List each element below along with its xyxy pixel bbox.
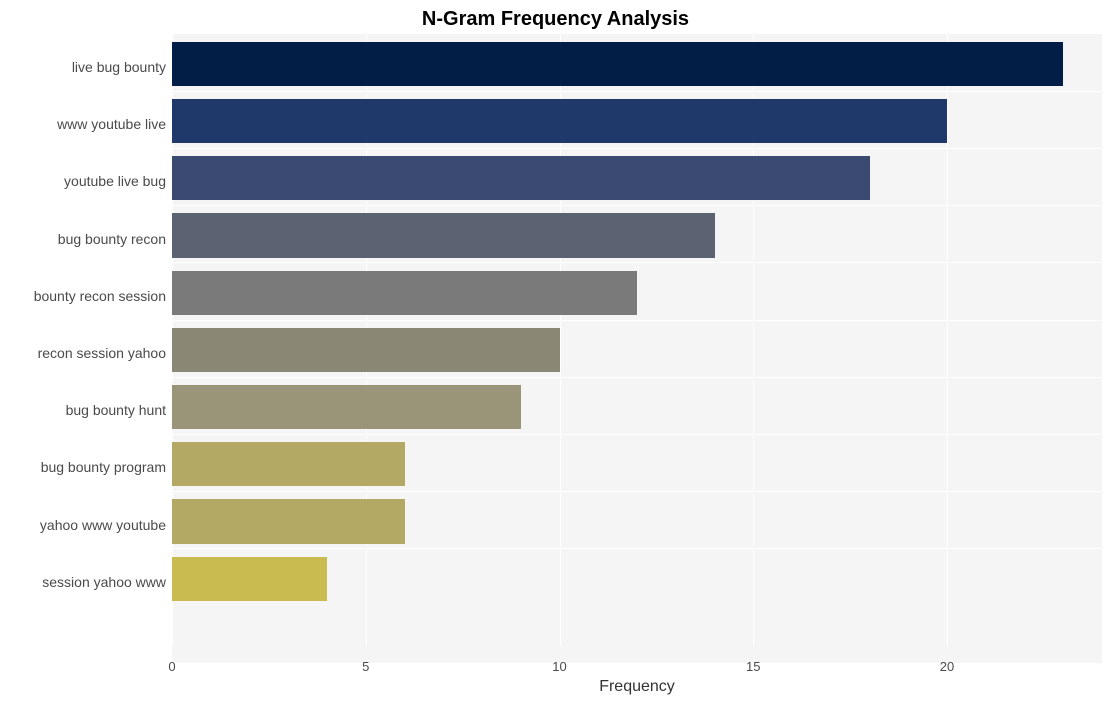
x-gridline [947,34,948,646]
y-tick-label: bug bounty hunt [66,402,166,418]
bar [172,328,560,372]
bar [172,385,521,429]
x-tick-label: 0 [168,659,175,674]
bar [172,156,870,200]
y-tick-label: bug bounty recon [58,231,166,247]
y-tick-label: session yahoo www [42,574,166,590]
bar [172,99,947,143]
bar [172,557,327,601]
row-separator [172,148,1102,149]
row-separator [172,205,1102,206]
y-tick-label: bounty recon session [34,288,166,304]
plot-area [172,34,1102,646]
y-tick-label: recon session yahoo [38,345,166,361]
bar [172,42,1063,86]
row-separator [172,491,1102,492]
x-tick-label: 5 [362,659,369,674]
bar [172,499,405,543]
row-separator [172,262,1102,263]
x-axis-title: Frequency [172,678,1102,696]
row-separator [172,91,1102,92]
chart-title: N-Gram Frequency Analysis [0,8,1111,31]
row-separator [172,377,1102,378]
x-tick-label: 20 [940,659,954,674]
y-tick-label: bug bounty program [41,459,166,475]
x-tick-label: 15 [746,659,760,674]
y-tick-label: live bug bounty [72,59,166,75]
y-tick-label: www youtube live [57,116,166,132]
bar [172,213,715,257]
y-tick-label: youtube live bug [64,173,166,189]
row-separator [172,434,1102,435]
bar [172,442,405,486]
x-tick-label: 10 [552,659,566,674]
bar [172,271,637,315]
y-tick-label: yahoo www youtube [40,517,166,533]
ngram-chart: N-Gram Frequency Analysis Frequency 0 5 10… [0,0,1111,701]
row-separator [172,548,1102,549]
row-band [172,606,1102,663]
row-separator [172,320,1102,321]
